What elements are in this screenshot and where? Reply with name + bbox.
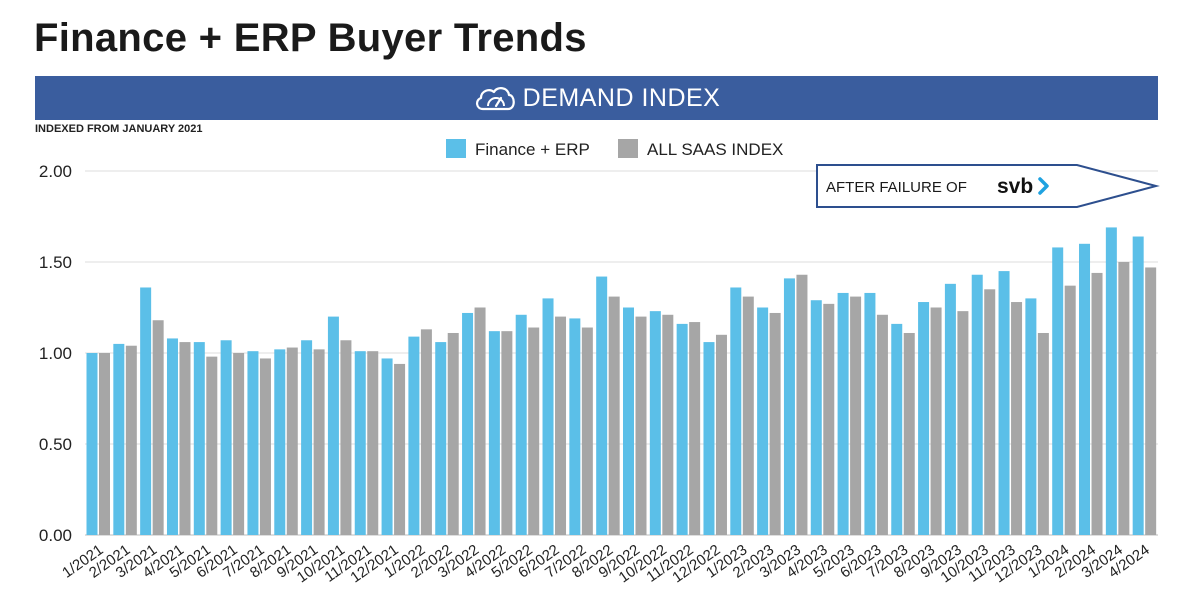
y-tick-label: 0.00 (39, 526, 72, 545)
legend-swatch-finance-erp (446, 139, 466, 158)
bar-finance-erp (166, 338, 178, 535)
bar-finance-erp (1132, 236, 1144, 535)
bar-all-saas (1064, 285, 1076, 535)
bar-all-saas (796, 274, 808, 535)
bar-finance-erp (918, 302, 930, 535)
demand-index-banner: DEMAND INDEX (35, 76, 1158, 120)
bar-all-saas (823, 303, 835, 535)
bar-all-saas (555, 316, 567, 535)
bar-all-saas (99, 353, 110, 535)
bar-finance-erp (220, 340, 232, 535)
bar-finance-erp (327, 316, 339, 535)
bar-finance-erp (113, 343, 125, 535)
bar-all-saas (367, 351, 379, 535)
bar-finance-erp (86, 353, 98, 535)
bar-all-saas (313, 349, 325, 535)
bar-all-saas (1145, 267, 1157, 535)
bar-all-saas (501, 331, 513, 535)
bar-finance-erp (676, 323, 688, 535)
y-tick-label: 2.00 (39, 162, 72, 181)
bar-all-saas (715, 334, 727, 535)
y-tick-label: 0.50 (39, 435, 72, 454)
y-tick-label: 1.00 (39, 344, 72, 363)
bar-finance-erp (703, 342, 715, 535)
bar-finance-erp (810, 300, 822, 535)
bar-all-saas (125, 345, 137, 535)
bar-finance-erp (462, 312, 474, 535)
legend-swatch-all-saas (618, 139, 638, 158)
svb-annotation-box (816, 164, 1160, 208)
bar-finance-erp (596, 276, 608, 535)
bar-all-saas (447, 332, 459, 535)
bar-all-saas (1118, 262, 1130, 535)
bar-all-saas (608, 296, 620, 535)
bar-finance-erp (569, 318, 581, 535)
bar-finance-erp (891, 323, 903, 535)
banner-label: DEMAND INDEX (522, 83, 721, 112)
bar-finance-erp (354, 351, 366, 535)
svb-chevron-icon (1038, 177, 1049, 195)
bar-finance-erp (1052, 247, 1064, 535)
bar-finance-erp (649, 311, 661, 535)
bar-finance-erp (864, 292, 876, 535)
legend-label-finance-erp: Finance + ERP (475, 140, 590, 159)
bar-all-saas (152, 320, 164, 535)
bar-all-saas (259, 358, 271, 535)
bar-all-saas (957, 311, 969, 535)
bar-all-saas (286, 347, 298, 535)
bar-finance-erp (274, 349, 286, 535)
bar-finance-erp (757, 307, 769, 535)
page-title: Finance + ERP Buyer Trends (34, 16, 587, 60)
bar-all-saas (850, 296, 862, 535)
bar-finance-erp (408, 336, 420, 535)
bar-all-saas (394, 363, 406, 535)
bar-finance-erp (623, 307, 634, 535)
bar-all-saas (903, 332, 915, 535)
bar-all-saas (206, 356, 218, 535)
bar-finance-erp (1079, 243, 1091, 536)
bar-finance-erp (193, 342, 205, 535)
bar-finance-erp (140, 287, 152, 535)
bar-finance-erp (998, 271, 1010, 535)
bar-finance-erp (971, 274, 983, 535)
bar-finance-erp (944, 283, 956, 535)
bar-finance-erp (301, 340, 313, 535)
bar-all-saas (1011, 302, 1023, 535)
bar-finance-erp (1105, 227, 1117, 536)
bar-all-saas (1091, 272, 1103, 535)
legend-label-all-saas: ALL SAAS INDEX (647, 140, 783, 159)
bar-all-saas (233, 353, 245, 535)
bar-finance-erp (381, 358, 393, 535)
bar-finance-erp (247, 351, 259, 535)
bar-finance-erp (837, 292, 849, 535)
bar-finance-erp (542, 298, 554, 535)
bar-all-saas (528, 327, 540, 535)
annotation-label: AFTER FAILURE OF (826, 179, 967, 196)
bar-finance-erp (783, 278, 795, 535)
bar-all-saas (474, 307, 486, 535)
bar-all-saas (179, 342, 191, 535)
bar-all-saas (742, 296, 754, 535)
bar-all-saas (1037, 332, 1049, 535)
bar-all-saas (635, 316, 647, 535)
bar-all-saas (581, 327, 593, 535)
index-note: INDEXED FROM JANUARY 2021 (35, 123, 203, 135)
bar-finance-erp (1025, 298, 1037, 535)
cloud-gauge-icon (475, 87, 515, 111)
bar-all-saas (340, 340, 352, 535)
bar-all-saas (876, 314, 888, 535)
bar-finance-erp (515, 314, 527, 535)
bar-all-saas (769, 312, 781, 535)
bar-all-saas (930, 307, 942, 535)
y-tick-label: 1.50 (39, 253, 72, 272)
bar-finance-erp (730, 287, 742, 535)
bar-all-saas (662, 314, 674, 535)
bar-finance-erp (435, 342, 447, 535)
bar-all-saas (984, 289, 996, 535)
bar-all-saas (420, 329, 432, 535)
bar-all-saas (689, 322, 701, 535)
bar-finance-erp (488, 331, 500, 535)
svb-logo-text: svb (997, 175, 1033, 198)
